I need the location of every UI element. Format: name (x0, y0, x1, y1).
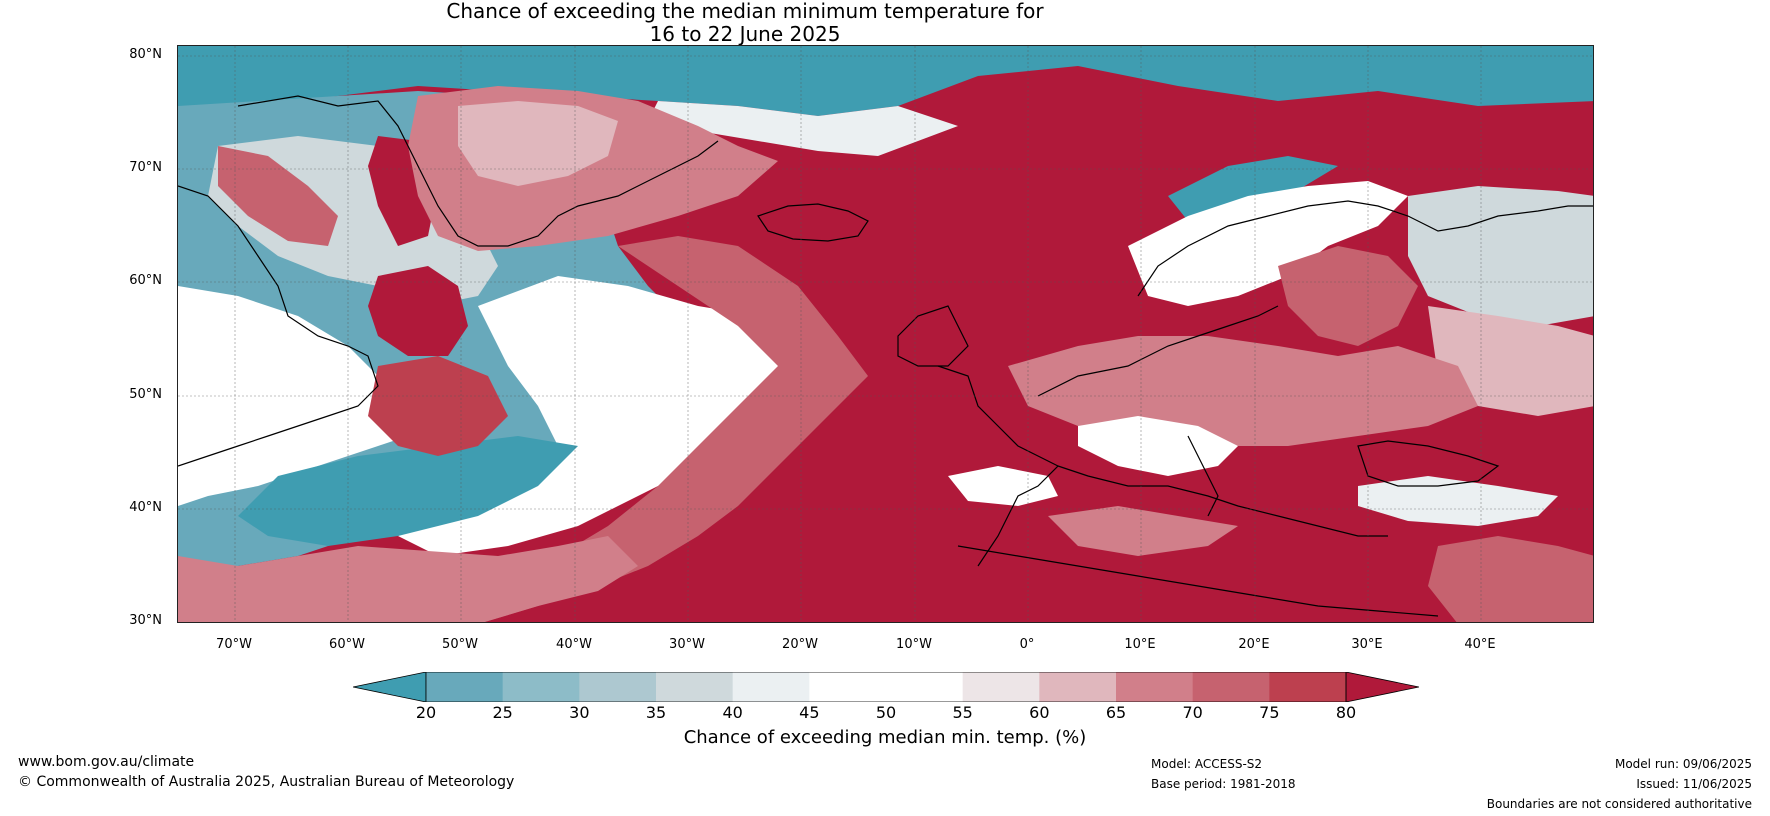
lon-label-0: 0° (1019, 637, 1035, 652)
colorbar (353, 672, 1419, 702)
colorbar-outline (425, 672, 1347, 702)
footer-base-period: Base period: 1981-2018 (1151, 777, 1296, 791)
footer-model: Model: ACCESS-S2 (1151, 757, 1263, 771)
footer-website: www.bom.gov.au/climate (18, 754, 195, 770)
labrador-sea-red-patch (368, 266, 468, 356)
alps-white-region (1078, 416, 1238, 476)
lat-label-50n: 50°N (129, 387, 162, 402)
lon-label-30e: 30°E (1351, 637, 1383, 652)
finland-red-region (1278, 246, 1418, 346)
lon-label-20e: 20°E (1238, 637, 1270, 652)
arctic-white-band (648, 101, 958, 156)
title-line-1: Chance of exceeding the median minimum t… (446, 0, 1044, 23)
colorbar-segment (656, 672, 734, 702)
colorbar-tick-label: 80 (1335, 703, 1357, 722)
colorbar-tick-label: 70 (1182, 703, 1203, 722)
lon-label-40e: 40°E (1464, 637, 1496, 652)
lat-label-60n: 60°N (129, 273, 162, 288)
colorbar-tick-label: 45 (799, 703, 820, 722)
lat-label-80n: 80°N (129, 47, 162, 62)
colorbar-tick-label: 60 (1029, 703, 1050, 722)
colorbar-segment (962, 672, 1040, 702)
colorbar-segment (1192, 672, 1270, 702)
title-line-2: 16 to 22 June 2025 (649, 22, 841, 46)
footer-copyright: © Commonwealth of Australia 2025, Austra… (18, 774, 515, 790)
lon-label-30w: 30°W (669, 637, 705, 652)
lat-label-40n: 40°N (129, 500, 162, 515)
middle-east-pink-patch (1428, 536, 1593, 622)
lat-label-70n: 70°N (129, 160, 162, 175)
colorbar-tick-label: 50 (875, 703, 897, 722)
lon-label-40w: 40°W (556, 637, 592, 652)
footer-disclaimer: Boundaries are not considered authoritat… (1486, 797, 1752, 811)
footer-issued: Issued: 11/06/2025 (1636, 777, 1752, 791)
colorbar-segment (1116, 672, 1194, 702)
lon-label-10w: 10°W (896, 637, 932, 652)
lon-label-20w: 20°W (782, 637, 818, 652)
newfoundland-red-patch (368, 356, 508, 456)
colorbar-segment (1039, 672, 1117, 702)
colorbar-arrow-low (353, 672, 427, 702)
colorbar-segment (732, 672, 810, 702)
iberia-white-patch (948, 466, 1058, 506)
north-africa-pink-patch (1048, 506, 1238, 556)
colorbar-segment (1269, 672, 1347, 702)
southwest-pink-band (178, 536, 638, 622)
lon-label-50w: 50°W (442, 637, 478, 652)
turkey-white-patch (1358, 476, 1558, 526)
lon-label-60w: 60°W (329, 637, 365, 652)
russia-light-region (1408, 186, 1593, 326)
colorbar-tick-label: 30 (569, 703, 590, 722)
graticule (178, 46, 1593, 622)
footer-model-run: Model run: 09/06/2025 (1614, 757, 1752, 771)
colorbar-tick-label: 25 (492, 703, 513, 722)
colorbar-tick-label: 35 (645, 703, 667, 722)
lon-label-70w: 70°W (216, 637, 252, 652)
lon-label-10e: 10°E (1124, 637, 1156, 652)
scandinavia-blue-region (1168, 156, 1338, 221)
coastlines (178, 95, 1593, 617)
colorbar-segment (502, 672, 580, 702)
colorbar-label: Chance of exceeding median min. temp. (%… (683, 727, 1087, 748)
lat-label-30n: 30°N (129, 613, 162, 628)
colorbar-tick-label: 75 (1259, 703, 1280, 722)
colorbar-tick-label: 65 (1105, 703, 1127, 722)
map-panel (177, 45, 1594, 623)
colorbar-tick-label: 20 (415, 703, 437, 722)
mid-atlantic-pink-band (441, 236, 868, 622)
colorbar-segment (809, 672, 887, 702)
colorbar-tick-label: 55 (952, 703, 973, 722)
iceland-land (757, 203, 869, 242)
colorbar-tick-label: 40 (722, 703, 743, 722)
colorbar-segment (426, 672, 504, 702)
colorbar-arrow-high (1345, 672, 1419, 702)
baffin-red-patch (218, 146, 338, 246)
atlantic-blue-patch (238, 436, 578, 546)
scandinavia-white-region (1128, 181, 1408, 306)
colorbar-segment (579, 672, 657, 702)
arctic-blue-region (178, 46, 1593, 116)
colorbar-segment (886, 672, 964, 702)
greenland-light-pink (458, 101, 618, 186)
probability-map (178, 46, 1593, 622)
map-title: Chance of exceeding the median minimum t… (0, 0, 1680, 46)
